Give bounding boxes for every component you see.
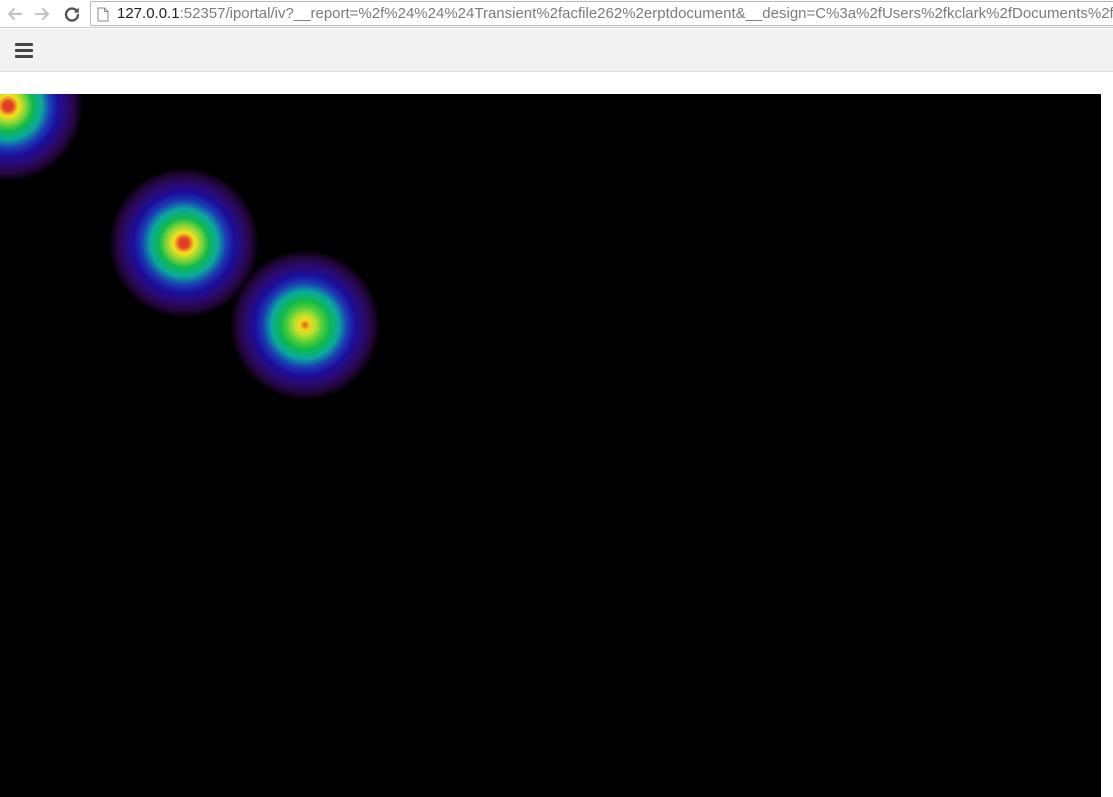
page-icon [97, 7, 109, 22]
forward-button[interactable] [30, 2, 54, 26]
browser-toolbar: 127.0.0.1:52357/iportal/iv?__report=%2f%… [0, 0, 1113, 28]
heat-spot [230, 250, 380, 400]
viewer-toolbar [0, 29, 1113, 72]
address-bar[interactable]: 127.0.0.1:52357/iportal/iv?__report=%2f%… [90, 1, 1113, 26]
url-path: :52357/iportal/iv?__report=%2f%24%24%24T… [179, 5, 1113, 22]
back-button[interactable] [3, 2, 27, 26]
url-text: 127.0.0.1:52357/iportal/iv?__report=%2f%… [117, 5, 1113, 23]
forward-arrow-icon [34, 7, 50, 21]
reload-icon [64, 7, 80, 22]
report-canvas [0, 94, 1101, 797]
reload-button[interactable] [60, 2, 84, 26]
hamburger-menu-icon[interactable] [13, 41, 37, 61]
url-host: 127.0.0.1 [117, 5, 180, 22]
back-arrow-icon [7, 7, 23, 21]
heat-spot [0, 94, 83, 181]
heat-spot [109, 168, 259, 318]
